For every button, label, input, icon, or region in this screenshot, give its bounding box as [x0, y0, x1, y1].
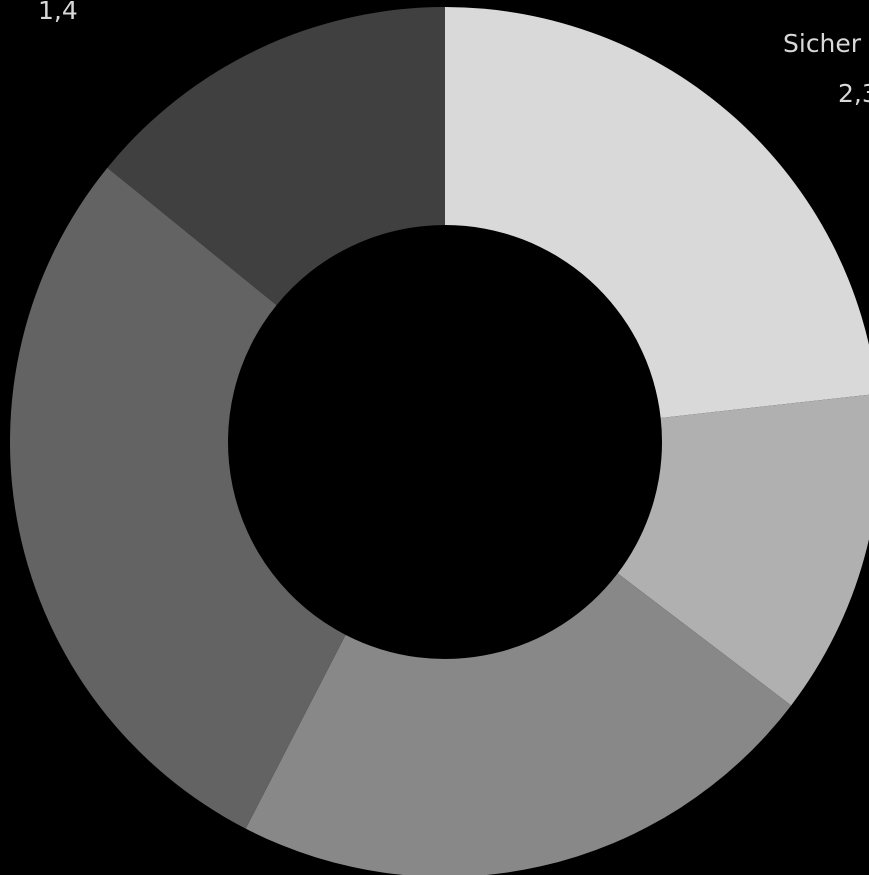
donut-segment: [245, 573, 792, 875]
donut-segment: [107, 7, 446, 306]
donut-segment: [10, 167, 346, 829]
value-label: 1,4: [38, 0, 78, 25]
segment-label: Sicher: [783, 29, 862, 58]
donut-segment: [445, 7, 869, 418]
donut-segment: [617, 394, 869, 706]
value-label: 2,3: [838, 79, 869, 108]
